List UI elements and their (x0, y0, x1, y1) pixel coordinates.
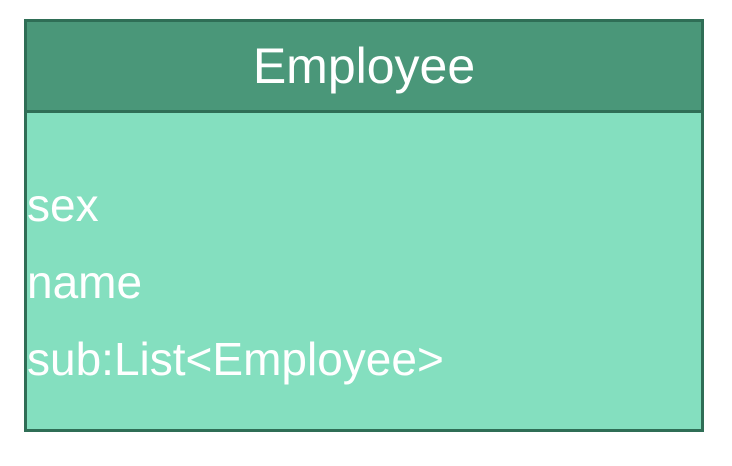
class-attributes: sex name sub:List<Employee> (27, 167, 701, 398)
employee-class-box: Employee sex name sub:List<Employee> (24, 19, 704, 432)
attribute-name: name (27, 256, 143, 308)
class-header: Employee (27, 22, 701, 113)
attribute-sub: sub:List<Employee> (27, 333, 444, 385)
attribute-sex: sex (27, 179, 99, 231)
class-name: Employee (252, 38, 476, 94)
